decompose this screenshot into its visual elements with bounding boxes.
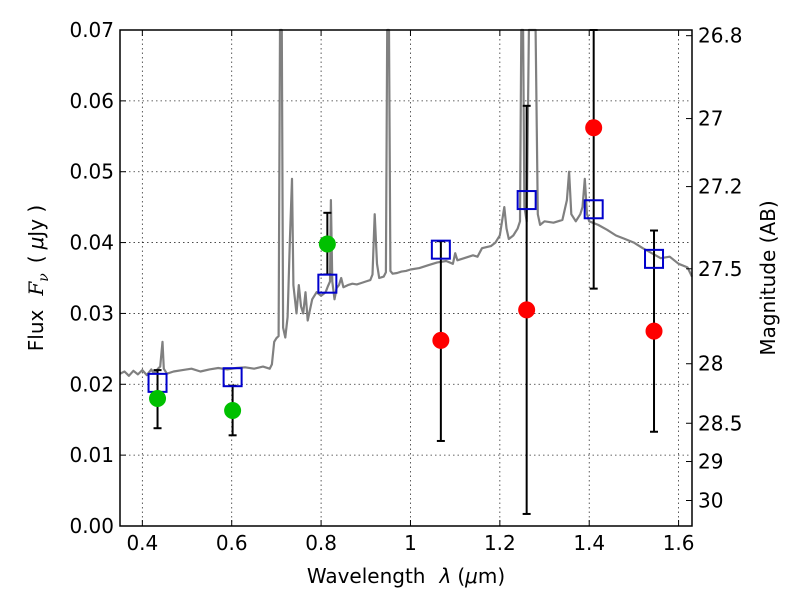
model-photometry-square [317, 273, 338, 294]
model-photometry-square [516, 190, 537, 211]
mag-tick-label: 30 [698, 488, 723, 512]
x-tick-label: 1.2 [484, 531, 516, 555]
y-tick-label: 0.02 [69, 372, 114, 396]
x-axis-label-unit-rest: m) [478, 564, 505, 588]
plot-frame [119, 29, 693, 527]
mag-tick-label: 27.2 [698, 175, 743, 199]
model-photometry-square [222, 367, 243, 388]
x-tick-label: 1 [404, 531, 417, 555]
model-photometry-layer [147, 190, 665, 393]
x-tick-label: 0.6 [216, 531, 248, 555]
y-axis-label: Flux Fν ( μJy ) [24, 205, 52, 351]
mag-tick-label: 26.8 [698, 24, 743, 48]
axis-ticks: 0.4 0.6 0.8 1 1.2 1.4 1.6 0.00 0.01 0.02 0.03 0.04 0… [69, 18, 742, 555]
y-tick-label: 0.06 [69, 89, 114, 113]
y-axis-label-unit-mu: μ [24, 237, 48, 251]
x-axis-label-unit-mu: μ [464, 564, 478, 588]
mag-tick-label: 27 [698, 107, 723, 131]
detection-point [585, 119, 603, 137]
x-axis-label-prefix: Wavelength [307, 564, 426, 588]
x-axis-label-lambda: λ [438, 564, 451, 588]
x-axis-label: Wavelength λ (μm) [307, 564, 505, 588]
spectrum-line [119, 28, 693, 377]
grid-lines [120, 29, 692, 527]
y-tick-label: 0.03 [69, 301, 114, 325]
x-axis-label-unit-open: ( [457, 564, 465, 588]
detection-point [432, 331, 450, 349]
y-tick-label: 0.00 [69, 514, 114, 538]
y2-axis-label: Magnitude (AB) [756, 200, 780, 355]
mag-tick-label: 29 [698, 450, 723, 474]
detection-point [318, 235, 336, 253]
y-axis-label-unit-open: ( [24, 255, 48, 263]
x-tick-label: 1.4 [573, 531, 605, 555]
detection-points-layer [149, 119, 663, 420]
model-photometry-square [644, 248, 665, 269]
y-tick-label: 0.05 [69, 160, 114, 184]
y-axis-label-unit-rest: Jy ) [24, 205, 48, 239]
detection-point [518, 301, 536, 319]
x-tick-label: 1.6 [663, 531, 695, 555]
detection-point [149, 389, 167, 407]
detection-point [645, 322, 663, 340]
mag-tick-label: 27.5 [698, 257, 743, 281]
model-photometry-square [430, 239, 451, 260]
x-tick-label: 0.4 [126, 531, 158, 555]
y-tick-label: 0.04 [69, 231, 114, 255]
x-tick-label: 0.8 [305, 531, 337, 555]
model-photometry-square [583, 199, 604, 220]
y-axis-label-prefix: Flux [24, 309, 48, 351]
y-tick-label: 0.07 [69, 18, 114, 42]
mag-tick-label: 28.5 [698, 411, 743, 435]
y-tick-label: 0.01 [69, 443, 114, 467]
spectrum-layer [119, 28, 693, 377]
mag-tick-label: 28 [698, 352, 723, 376]
y-axis-label-nu: ν [36, 273, 52, 282]
y-axis-label-F: F [24, 281, 48, 297]
detection-point [224, 402, 242, 420]
